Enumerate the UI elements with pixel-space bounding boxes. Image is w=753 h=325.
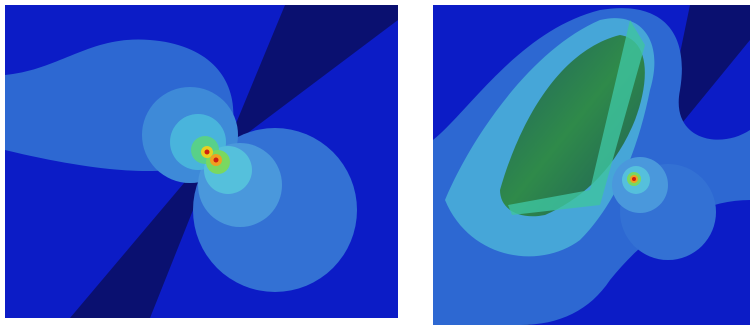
right-contour-plot — [433, 5, 750, 325]
left-contour-plot — [5, 5, 398, 318]
stress-peak — [632, 177, 636, 181]
page: (() => { const data = JSON.parse(documen… — [0, 0, 753, 325]
stress-peak — [205, 150, 210, 155]
stress-peak — [214, 158, 219, 163]
figure — [0, 0, 753, 325]
